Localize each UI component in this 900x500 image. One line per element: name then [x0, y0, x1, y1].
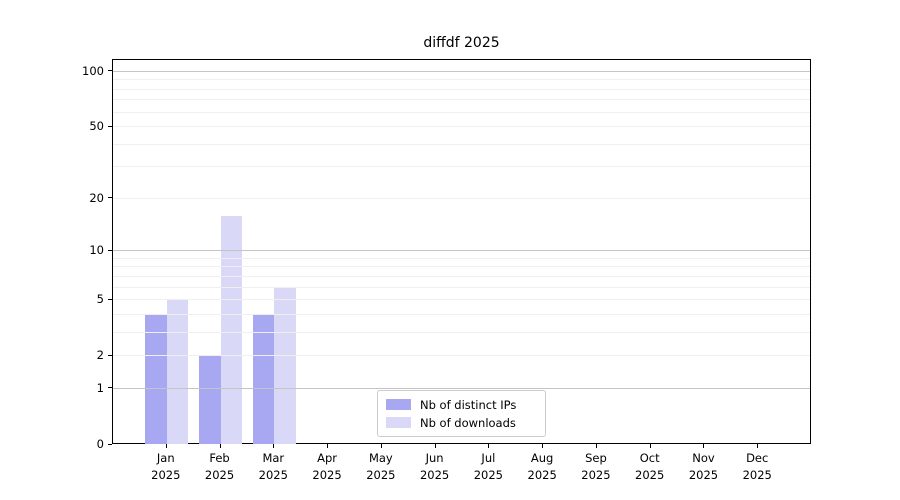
y-axis-label: 5 — [96, 292, 104, 307]
legend-item: Nb of distinct IPs — [386, 396, 537, 413]
x-axis-tick — [595, 444, 597, 448]
x-axis-label: Mar 2025 — [258, 451, 288, 482]
minor-gridline — [113, 266, 810, 268]
x-axis-tick — [434, 444, 436, 448]
y-axis-tick — [108, 197, 112, 199]
minor-gridline — [113, 355, 810, 357]
minor-gridline — [113, 313, 810, 315]
bar-distinct-ips-jan — [145, 314, 167, 444]
x-axis-tick — [649, 444, 651, 448]
legend-item: Nb of downloads — [386, 414, 537, 431]
chart-title: diffdf 2025 — [423, 35, 500, 51]
y-axis-tick — [108, 70, 112, 72]
x-axis-tick — [327, 444, 329, 448]
bar-downloads-jan — [166, 300, 189, 444]
y-axis-label: 20 — [89, 190, 104, 205]
legend-swatch-distinct-ips — [386, 399, 411, 410]
x-axis-tick — [273, 444, 275, 448]
x-axis-tick — [542, 444, 544, 448]
x-axis-label: Jul 2025 — [473, 451, 504, 482]
x-axis-label: Aug 2025 — [527, 451, 557, 482]
bar-distinct-ips-feb — [199, 356, 221, 444]
minor-gridline — [113, 331, 810, 333]
minor-gridline — [113, 166, 810, 168]
legend-label: Nb of distinct IPs — [420, 397, 517, 412]
plot-area — [112, 59, 811, 444]
minor-gridline — [113, 126, 810, 128]
x-axis-tick — [703, 444, 705, 448]
x-axis-label: Oct 2025 — [635, 451, 665, 482]
y-axis-tick — [108, 354, 112, 356]
legend-box: Nb of distinct IPs Nb of downloads — [377, 390, 546, 437]
y-axis-tick — [108, 249, 112, 251]
x-axis-tick — [488, 444, 490, 448]
minor-gridline — [113, 197, 810, 199]
y-axis-label: 50 — [89, 119, 104, 134]
y-axis-label: 1 — [96, 380, 104, 395]
y-axis-tick — [108, 125, 112, 127]
major-gridline — [113, 70, 810, 72]
minor-gridline — [113, 257, 810, 259]
x-axis-tick — [757, 444, 759, 448]
minor-gridline — [113, 286, 810, 288]
bar-downloads-mar — [274, 287, 296, 444]
minor-gridline — [113, 299, 810, 301]
minor-gridline — [113, 275, 810, 277]
y-axis-tick — [108, 298, 112, 300]
x-axis-label: Jan 2025 — [151, 451, 181, 482]
x-axis-label: Dec 2025 — [742, 451, 772, 482]
y-axis-label: 100 — [82, 63, 104, 78]
x-axis-tick — [165, 444, 167, 448]
y-axis-label: 10 — [89, 243, 104, 258]
x-axis-label: Jun 2025 — [419, 451, 450, 482]
major-gridline — [113, 250, 810, 252]
minor-gridline — [113, 88, 810, 90]
y-axis-tick — [108, 443, 112, 445]
major-gridline — [113, 387, 810, 389]
legend-swatch-downloads — [386, 417, 411, 428]
x-axis-tick — [380, 444, 382, 448]
minor-gridline — [113, 111, 810, 113]
legend-label: Nb of downloads — [420, 415, 516, 430]
x-axis-label: May 2025 — [366, 451, 396, 482]
minor-gridline — [113, 79, 810, 81]
x-axis-tick — [219, 444, 221, 448]
y-axis-tick — [108, 387, 112, 389]
minor-gridline — [113, 99, 810, 101]
x-axis-label: Sep 2025 — [581, 451, 611, 482]
y-axis-label: 0 — [96, 437, 104, 451]
y-axis-label: 2 — [96, 348, 104, 363]
x-axis-label: Feb 2025 — [204, 451, 235, 482]
x-axis-label: Apr 2025 — [312, 451, 342, 482]
x-axis-label: Nov 2025 — [688, 451, 719, 482]
bar-distinct-ips-mar — [252, 314, 275, 444]
bar-downloads-feb — [220, 216, 243, 444]
minor-gridline — [113, 143, 810, 145]
